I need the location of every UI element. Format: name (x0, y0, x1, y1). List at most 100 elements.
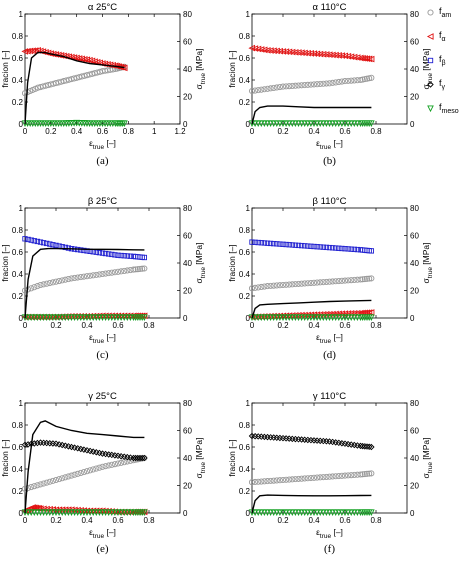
panel-caption: (f) (324, 543, 335, 555)
data-point (341, 78, 349, 85)
data-point (99, 250, 106, 256)
y2-label-sub: true (427, 267, 434, 279)
data-point (310, 279, 318, 286)
y-tick-label: 1 (19, 399, 24, 408)
data-point (52, 313, 60, 321)
panel-c: β 25°C 0 0.2 0.4 0.6 0.8 0 0.2 0.4 0.6 0.8 1 0 20 40 60… (0, 196, 207, 345)
data-point (260, 46, 268, 54)
data-point (124, 267, 131, 274)
x-label-unit: [–] (104, 332, 116, 342)
data-point (80, 273, 87, 280)
data-point (301, 49, 308, 57)
data-point (118, 268, 125, 275)
y2-tick-label: 20 (410, 482, 419, 491)
data-point (127, 253, 134, 259)
data-point (286, 281, 293, 288)
data-point (329, 79, 336, 86)
y-tick-label: 0 (19, 120, 24, 129)
y-tick-label: 0.6 (12, 443, 24, 452)
data-point (365, 55, 373, 63)
data-point (96, 271, 103, 278)
data-point (49, 50, 57, 58)
data-point (292, 242, 299, 248)
data-point (323, 473, 330, 480)
data-point (258, 283, 265, 291)
legend-label-sub: γ (441, 84, 446, 91)
data-point (317, 474, 324, 481)
data-point (266, 47, 274, 54)
data-point (34, 238, 41, 245)
legend-item-f_alpha: fα (426, 30, 474, 54)
data-point (28, 285, 35, 292)
x-axis-label: εtrue [–] (316, 332, 343, 345)
data-point (111, 269, 118, 276)
data-point (114, 268, 122, 275)
x-label-main: ε (89, 332, 93, 342)
data-point (258, 86, 265, 93)
data-point (311, 243, 317, 250)
data-point (83, 273, 91, 280)
data-point (62, 474, 69, 481)
y-tick-label: 0.8 (239, 421, 251, 430)
y2-label-main: σ (421, 84, 431, 90)
panel-caption: (c) (96, 349, 109, 361)
data-point (333, 245, 339, 251)
data-point (121, 120, 128, 128)
y-axis-label: fracion [–] (227, 50, 237, 87)
data-point (75, 55, 83, 62)
data-point (254, 313, 262, 321)
data-point (46, 279, 53, 287)
data-point (365, 443, 373, 451)
y2-tick-label: 80 (183, 204, 192, 213)
data-point (279, 476, 287, 484)
series-f_am (248, 74, 375, 95)
data-point (252, 284, 259, 291)
y2-tick-label: 20 (183, 482, 192, 491)
data-point (141, 314, 148, 322)
data-point (326, 80, 333, 87)
data-point (359, 276, 366, 283)
data-point (80, 469, 87, 476)
circle-icon (427, 9, 434, 16)
data-point (109, 251, 115, 258)
data-point (279, 48, 287, 55)
data-point (46, 505, 53, 513)
data-point (87, 467, 94, 474)
y2-label-unit: [MPa] (194, 437, 204, 462)
x-axis-label: εtrue [–] (316, 527, 343, 540)
data-point (141, 509, 148, 517)
legend-label-main: f (439, 30, 442, 40)
data-point (291, 48, 299, 56)
chart-title: γ 25°C (88, 391, 117, 402)
y2-tick-label: 60 (410, 427, 419, 436)
x-tick-label: 0.8 (123, 127, 135, 136)
y2-label-sub: true (427, 73, 434, 85)
data-point (106, 251, 112, 257)
data-point (264, 283, 271, 290)
x-tick-label: 0.2 (277, 321, 289, 330)
y2-axis-label: σtrue [MPa] (194, 48, 207, 89)
stress-curve (24, 51, 125, 125)
data-point (255, 87, 262, 94)
data-point (49, 279, 56, 286)
data-point (96, 249, 103, 256)
y-tick-label: 0.8 (12, 226, 24, 235)
x-tick-label: 0.2 (277, 516, 289, 525)
y2-tick-label: 60 (183, 232, 192, 241)
data-point (267, 477, 274, 484)
data-point (88, 57, 96, 65)
legend-label-main: f (439, 78, 442, 88)
data-point (285, 48, 293, 56)
data-point (322, 310, 330, 318)
data-point (264, 240, 271, 246)
y2-tick-label: 60 (183, 427, 192, 436)
data-point (52, 51, 60, 58)
data-point (338, 277, 345, 284)
y-axis-label: fracion [–] (0, 244, 10, 281)
data-point (317, 279, 324, 286)
data-point (73, 54, 80, 62)
data-point (252, 478, 259, 486)
legend-marker (426, 33, 434, 40)
x-tick-label: 0 (250, 516, 255, 525)
